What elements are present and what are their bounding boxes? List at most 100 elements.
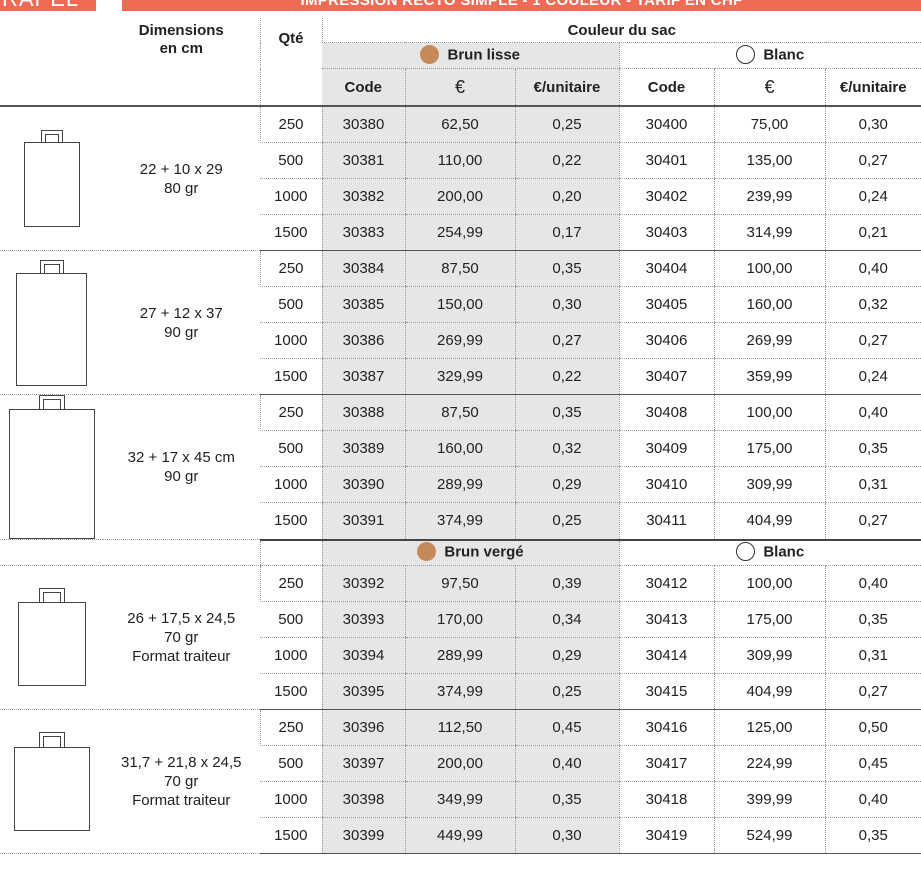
qty-cell: 500 [260,430,322,468]
code-a-cell: 30381 [321,142,405,179]
unit-a-cell: 0,45 [514,709,619,746]
price-a-cell: 289,99 [404,637,515,674]
qty-cell: 1500 [260,817,322,854]
table-row: 22 + 10 x 29 80 gr 250 30380 62,50 0,25 30400 7… [0,106,921,251]
code-b-cell: 30412 [618,565,714,602]
table-row: 500 30397 200,00 0,40 30417 224,99 0,45 [0,745,921,782]
price-b-cell: 309,99 [713,466,825,504]
table-row: 1000 30386 269,99 0,27 30406 269,99 0,27 [0,322,921,359]
dimension-line: 90 gr [164,468,199,485]
title-banner [122,0,921,11]
unit-b-cell: 0,45 [824,745,921,782]
price-a-cell: 112,50 [404,709,515,746]
table-row: 1500 30399 449,99 0,30 30419 524,99 0,35 [0,817,921,854]
unit-a-cell: 0,30 [514,286,619,323]
price-b-cell: 399,99 [713,781,825,818]
code-a-cell: 30394 [321,637,405,674]
header-colour-a-text: Brun lisse [447,46,521,64]
header-colour-b-text: Blanc [763,46,805,64]
header-colour-a: Brun lisse [322,42,619,69]
header-euro-a-text: € [454,76,465,97]
unit-b-cell: 0,40 [824,394,921,432]
price-a-cell: 150,00 [404,286,515,323]
code-a-cell: 30385 [321,286,405,323]
unit-a-cell: 0,22 [514,358,619,395]
code-a-cell: 30398 [321,781,405,818]
unit-b-cell: 0,40 [824,565,921,602]
unit-a-cell: 0,34 [514,601,619,638]
unit-a-cell: 0,40 [514,745,619,782]
code-b-cell: 30400 [618,106,714,143]
code-b-cell: 30414 [618,637,714,674]
unit-a-cell: 0,29 [514,466,619,504]
price-a-cell: 87,50 [404,394,515,432]
table-row: 32 + 17 x 45 cm 90 gr 250 30388 87,50 0,35 304… [0,394,921,540]
table-row: 27 + 12 x 37 90 gr 250 30384 87,50 0,35 30404 1… [0,250,921,395]
price-b-cell: 125,00 [713,709,825,746]
unit-b-cell: 0,31 [824,466,921,504]
price-a-cell: 374,99 [404,502,515,541]
price-b-cell: 404,99 [713,673,825,710]
unit-b-cell: 0,21 [824,214,921,251]
price-b-cell: 100,00 [713,565,825,602]
bag-cell [0,709,103,854]
unit-b-cell: 0,24 [824,358,921,395]
price-a-cell: 269,99 [404,322,515,359]
price-b-cell: 75,00 [713,106,825,143]
header-dimensions-text: Dimensions en cm [138,22,224,57]
qty-cell: 250 [259,565,322,602]
dimension-line: 26 + 17,5 x 24,5 [127,609,236,627]
price-a-cell: 160,00 [404,430,515,468]
unit-b-cell: 0,27 [824,502,921,541]
qty-cell: 1500 [260,673,322,710]
unit-a-cell: 0,32 [514,430,619,468]
dimension-line: 22 + 10 x 29 [139,160,223,178]
price-b-cell: 175,00 [713,430,825,468]
header-unit-a: €/unitaire [514,68,619,107]
code-a-cell: 30380 [321,106,405,143]
table-row: 1500 30383 254,99 0,17 30403 314,99 0,21 [0,214,921,251]
qty-cell: 250 [259,394,322,432]
table-row: 1500 30395 374,99 0,25 30415 404,99 0,27 [0,673,921,710]
price-b-cell: 309,99 [713,637,825,674]
dimension-line: 70 gr [164,628,199,646]
code-b-cell: 30405 [618,286,714,323]
code-a-cell: 30392 [321,565,405,602]
price-a-cell: 110,00 [404,142,515,179]
dimensions-cell: 27 + 12 x 37 90 gr [103,250,260,395]
unit-a-cell: 0,35 [514,394,619,432]
table-row: 1500 30387 329,99 0,22 30407 359,99 0,24 [0,358,921,395]
brand-box [0,0,96,11]
dimension-line: 32 + 17 x 45 cm [127,449,235,466]
white-swatch-icon [736,542,756,561]
price-b-cell: 175,00 [713,601,825,638]
bag-icon [8,395,95,539]
code-b-cell: 30407 [618,358,714,395]
bag-cell [0,565,103,710]
qty-cell: 1000 [260,178,322,215]
header-euro-b-text: € [764,76,775,97]
unit-b-cell: 0,35 [824,430,921,468]
code-b-cell: 30403 [618,214,714,251]
price-a-cell: 329,99 [404,358,515,395]
qty-cell: 1000 [260,322,322,359]
code-b-cell: 30411 [618,502,714,541]
price-a-cell: 170,00 [404,601,515,638]
price-b-cell: 269,99 [713,322,825,359]
price-a-cell: 349,99 [404,781,515,818]
qty-cell: 250 [259,106,322,143]
unit-a-cell: 0,27 [514,322,619,359]
subheader-colour-b-text: Blanc [763,543,805,561]
price-a-cell: 200,00 [404,745,515,782]
table-row: 1000 30390 289,99 0,29 30410 309,99 0,31 [0,466,921,504]
unit-b-cell: 0,35 [824,601,921,638]
price-a-cell: 87,50 [404,250,515,287]
subheader-colour-a: Brun vergé [321,539,619,566]
code-a-cell: 30396 [321,709,405,746]
dimensions-cell: 22 + 10 x 29 80 gr [103,106,260,251]
brown-swatch-icon [420,45,440,64]
code-a-cell: 30386 [321,322,405,359]
price-b-cell: 100,00 [713,250,825,287]
white-swatch-icon [736,45,756,64]
code-b-cell: 30416 [618,709,714,746]
